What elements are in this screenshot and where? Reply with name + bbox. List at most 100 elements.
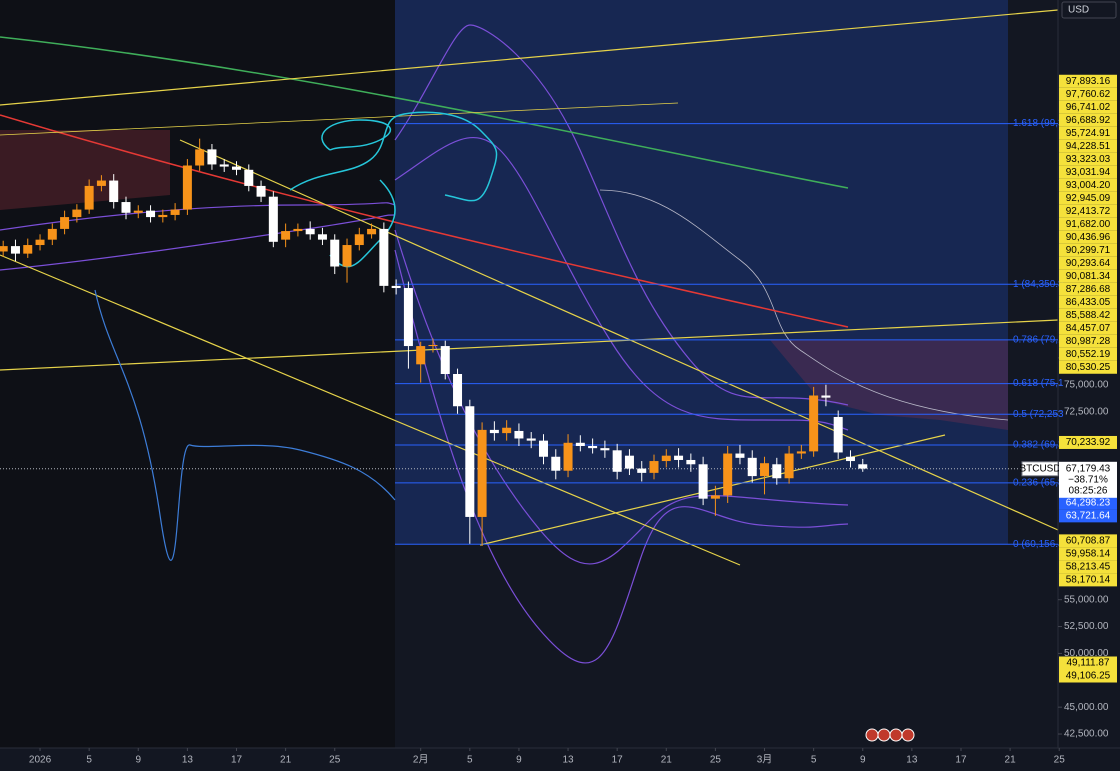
price-label-box bbox=[1059, 560, 1117, 574]
price-label: 80,530.25 bbox=[1066, 362, 1111, 373]
price-label: 87,286.68 bbox=[1066, 284, 1111, 295]
candle-body bbox=[526, 438, 536, 441]
price-label-box bbox=[1059, 669, 1117, 683]
zone-shade bbox=[0, 130, 170, 210]
y-tick-label: 55,000.00 bbox=[1064, 594, 1109, 605]
candle-body bbox=[747, 457, 757, 477]
price-label: 96,741.02 bbox=[1066, 102, 1111, 113]
currency-box[interactable] bbox=[1061, 1, 1117, 19]
price-label-box bbox=[1059, 256, 1117, 270]
candle-body bbox=[182, 165, 192, 210]
band-line bbox=[394, 137, 849, 431]
price-label-box bbox=[1059, 547, 1117, 561]
last-price-box bbox=[1059, 461, 1117, 498]
price-label-box bbox=[1059, 113, 1117, 127]
x-tick-label: 2月 bbox=[413, 754, 429, 766]
price-label: 93,004.20 bbox=[1066, 180, 1111, 191]
candle-body bbox=[403, 288, 413, 347]
x-tick-label: 5 bbox=[811, 755, 817, 766]
x-tick-label: 5 bbox=[86, 755, 92, 766]
price-label-box bbox=[1059, 243, 1117, 257]
x-tick-label: 17 bbox=[231, 755, 243, 766]
candle-body bbox=[35, 239, 45, 246]
candle-body bbox=[489, 429, 499, 434]
price-label: 97,893.16 bbox=[1066, 76, 1111, 87]
candle-body bbox=[244, 169, 254, 186]
price-label-box bbox=[1059, 347, 1117, 361]
x-tick-label: 9 bbox=[135, 755, 141, 766]
candle-body bbox=[10, 246, 20, 254]
x-tick-label: 25 bbox=[1054, 755, 1066, 766]
candle-body bbox=[600, 448, 610, 451]
candle-body bbox=[686, 459, 696, 465]
price-label-box bbox=[1059, 87, 1117, 101]
candle-body bbox=[354, 234, 364, 246]
y-tick-label: 52,500.00 bbox=[1064, 621, 1109, 632]
trend-line bbox=[479, 434, 946, 546]
price-label-box bbox=[1059, 269, 1117, 283]
candle-body bbox=[207, 149, 217, 165]
price-label-box bbox=[1059, 165, 1117, 179]
x-tick-label: 9 bbox=[860, 755, 866, 766]
price-label: 70,233.92 bbox=[1066, 437, 1111, 448]
price-label-box bbox=[1059, 334, 1117, 348]
price-label: 90,299.71 bbox=[1066, 245, 1111, 256]
candle-body bbox=[367, 228, 377, 235]
x-tick-label: 13 bbox=[182, 755, 194, 766]
candle-body bbox=[563, 442, 573, 471]
candle-body bbox=[858, 464, 868, 469]
band-line bbox=[394, 24, 849, 406]
candle-body bbox=[649, 461, 659, 473]
price-label-box bbox=[1059, 74, 1117, 88]
candle-body bbox=[72, 209, 82, 218]
price-label: 92,413.72 bbox=[1066, 206, 1111, 217]
candle-body bbox=[281, 231, 291, 240]
price-label-box bbox=[1059, 295, 1117, 309]
candle-body bbox=[133, 210, 143, 213]
price-label-box bbox=[1059, 204, 1117, 218]
candle-body bbox=[674, 455, 684, 460]
y-tick-label: 42,500.00 bbox=[1064, 729, 1109, 740]
price-label-box bbox=[1059, 573, 1117, 587]
candle-body bbox=[637, 468, 647, 473]
x-tick-label: 17 bbox=[955, 755, 967, 766]
ma-line bbox=[0, 36, 849, 189]
price-label: 49,106.25 bbox=[1066, 671, 1111, 682]
price-label-box bbox=[1059, 435, 1117, 449]
indicator-line bbox=[94, 289, 396, 561]
range-box bbox=[395, 0, 1008, 544]
candle-body bbox=[391, 285, 401, 289]
candle-body bbox=[821, 395, 831, 398]
price-label-box bbox=[1059, 230, 1117, 244]
x-tick-label: 9 bbox=[516, 755, 522, 766]
trend-line bbox=[0, 254, 741, 566]
candle-body bbox=[109, 180, 119, 203]
candle-body bbox=[809, 395, 819, 452]
band-line bbox=[0, 202, 396, 231]
price-label: 59,958.14 bbox=[1066, 549, 1111, 560]
candle-body bbox=[232, 166, 242, 170]
candle-body bbox=[661, 455, 671, 462]
price-label-box bbox=[1059, 100, 1117, 114]
candle-body bbox=[0, 246, 8, 252]
price-label-box bbox=[1059, 139, 1117, 153]
price-label: 93,323.03 bbox=[1066, 154, 1111, 165]
symbol-tag bbox=[1021, 461, 1059, 477]
candle-body bbox=[465, 406, 475, 517]
candle-body bbox=[293, 228, 303, 232]
fib-label: 0.786 (79,1 bbox=[1013, 335, 1064, 346]
price-label: 96,688.92 bbox=[1066, 115, 1111, 126]
x-tick-label: 25 bbox=[710, 755, 722, 766]
candle-body bbox=[416, 346, 426, 365]
price-label-box bbox=[1059, 360, 1117, 374]
price-label: 97,760.62 bbox=[1066, 89, 1111, 100]
price-label: 80,987.28 bbox=[1066, 336, 1111, 347]
y-tick-label: 45,000.00 bbox=[1064, 702, 1109, 713]
x-tick-label: 13 bbox=[906, 755, 918, 766]
candle-body bbox=[170, 209, 180, 215]
fib-label: 0.618 (75,1 bbox=[1013, 378, 1064, 389]
cloud-line bbox=[599, 189, 1009, 421]
price-label: 86,433.05 bbox=[1066, 297, 1111, 308]
candle-body bbox=[158, 214, 168, 218]
